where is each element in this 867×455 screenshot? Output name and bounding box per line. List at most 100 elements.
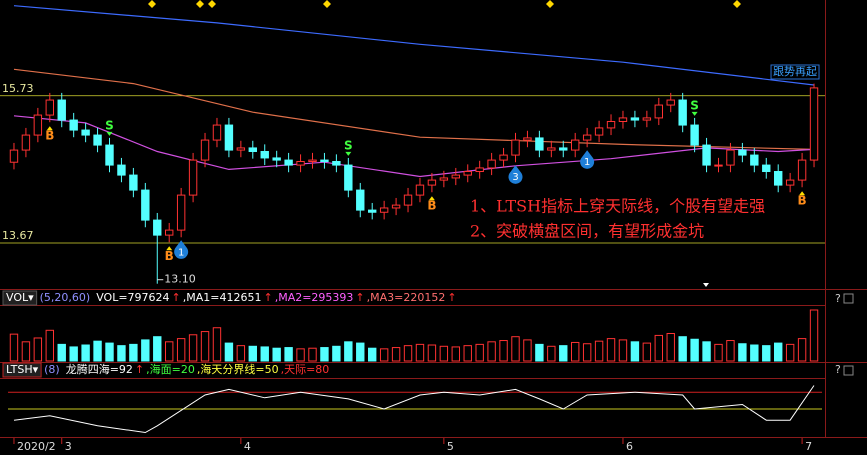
candle-body (439, 177, 449, 181)
buy-signal: B (165, 249, 174, 263)
maximize-button[interactable] (843, 365, 854, 376)
legend-entry: ,MA3=220152 (367, 291, 446, 304)
signal-arrow (799, 191, 806, 196)
candle-body (403, 194, 413, 206)
panel-title: VOL▾ (6, 291, 34, 304)
legend-arrow: ↑ (172, 291, 181, 304)
candle-body (21, 134, 31, 151)
candle-body (81, 129, 90, 136)
candle-body (236, 147, 246, 151)
maximize-button[interactable] (843, 293, 854, 304)
legend-entry: ,MA1=412651 (183, 291, 262, 304)
x-tick-label: 3 (65, 440, 72, 453)
volume-bar (344, 341, 353, 362)
volume-bar (296, 348, 305, 362)
x-tick-label: 5 (447, 440, 454, 453)
volume-bar (750, 344, 759, 362)
candle-body (750, 154, 759, 166)
help-button[interactable]: ? (835, 363, 841, 376)
candle-body (475, 167, 484, 173)
volume-bar (415, 343, 425, 362)
candle-body (57, 99, 66, 121)
volume-bar (451, 346, 460, 362)
volume-bar (21, 341, 31, 362)
candle-body (105, 144, 114, 166)
candle-body (415, 184, 425, 196)
event-marker (196, 0, 204, 8)
candle-body (344, 164, 353, 191)
candle-body (618, 117, 628, 122)
volume-bar (45, 329, 54, 362)
panel-params: (8) (44, 363, 60, 376)
event-marker (323, 0, 331, 8)
indicator-line (13, 385, 815, 434)
volume-bar (654, 334, 663, 362)
candle-body (499, 154, 508, 161)
volume-bar (559, 345, 568, 362)
volume-bar (284, 347, 293, 362)
candle-body (582, 134, 592, 141)
volume-bar (594, 340, 604, 362)
volume-bar (93, 340, 102, 362)
volume-bar (523, 339, 532, 362)
tag-label: 跟势再起 (773, 65, 817, 78)
volume-bar (606, 338, 616, 362)
candle-body (762, 164, 771, 173)
volume-bar (141, 339, 150, 362)
volume-bar (726, 340, 735, 362)
volume-bar (69, 346, 78, 362)
badge (174, 240, 189, 259)
volume-bar (762, 345, 771, 362)
candle-body (702, 144, 711, 166)
badge-label: 1 (584, 157, 590, 168)
signal-arrow (691, 111, 698, 116)
help-button[interactable]: ? (835, 292, 841, 305)
candle-body (188, 159, 198, 196)
ma-line (13, 5, 815, 86)
volume-bar (702, 341, 711, 362)
badge (580, 150, 595, 169)
candle-body (654, 104, 663, 119)
candle-body (511, 139, 520, 156)
candle-body (129, 174, 138, 191)
candle-body (391, 204, 401, 209)
candle-body (726, 149, 735, 166)
candle-body (33, 114, 43, 136)
volume-bar (809, 309, 819, 362)
volume-bar (57, 343, 66, 362)
candle-body (571, 139, 580, 151)
annotation: 2、突破横盘区间，有望形成金坑 (470, 222, 704, 241)
sell-signal: S (105, 118, 114, 132)
volume-bar (176, 338, 186, 362)
volume-bar (188, 334, 198, 362)
volume-bar (356, 342, 365, 362)
legend-entry: ,海面=20 (146, 362, 195, 376)
buy-signal: B (798, 194, 807, 208)
legend-arrow: ↑ (135, 363, 144, 376)
volume-bar (571, 341, 580, 362)
candle-body (200, 139, 210, 161)
candle-body (332, 161, 341, 166)
panel-title: LTSH▾ (6, 363, 39, 376)
candle-body (93, 134, 102, 146)
volume-bar (618, 339, 628, 362)
x-tick-label: 7 (805, 440, 812, 453)
volume-bar (391, 347, 401, 362)
volume-bar (547, 345, 556, 362)
legend-arrow: ↑ (263, 291, 272, 304)
volume-bar (582, 343, 592, 362)
sell-signal: S (344, 138, 353, 152)
legend-entry: ,海天分界线=50 (197, 362, 279, 376)
candle-body (463, 171, 472, 176)
candle-body (487, 159, 496, 169)
ma-line (13, 68, 815, 150)
volume-bar (439, 345, 449, 362)
candle-body (535, 137, 544, 151)
low-label: 13.10 (164, 273, 196, 286)
volume-bar (738, 343, 747, 362)
candle-body (379, 207, 389, 213)
signal-arrow (428, 196, 435, 201)
volume-bar (511, 336, 520, 362)
legend-arrow: ↑ (447, 291, 456, 304)
